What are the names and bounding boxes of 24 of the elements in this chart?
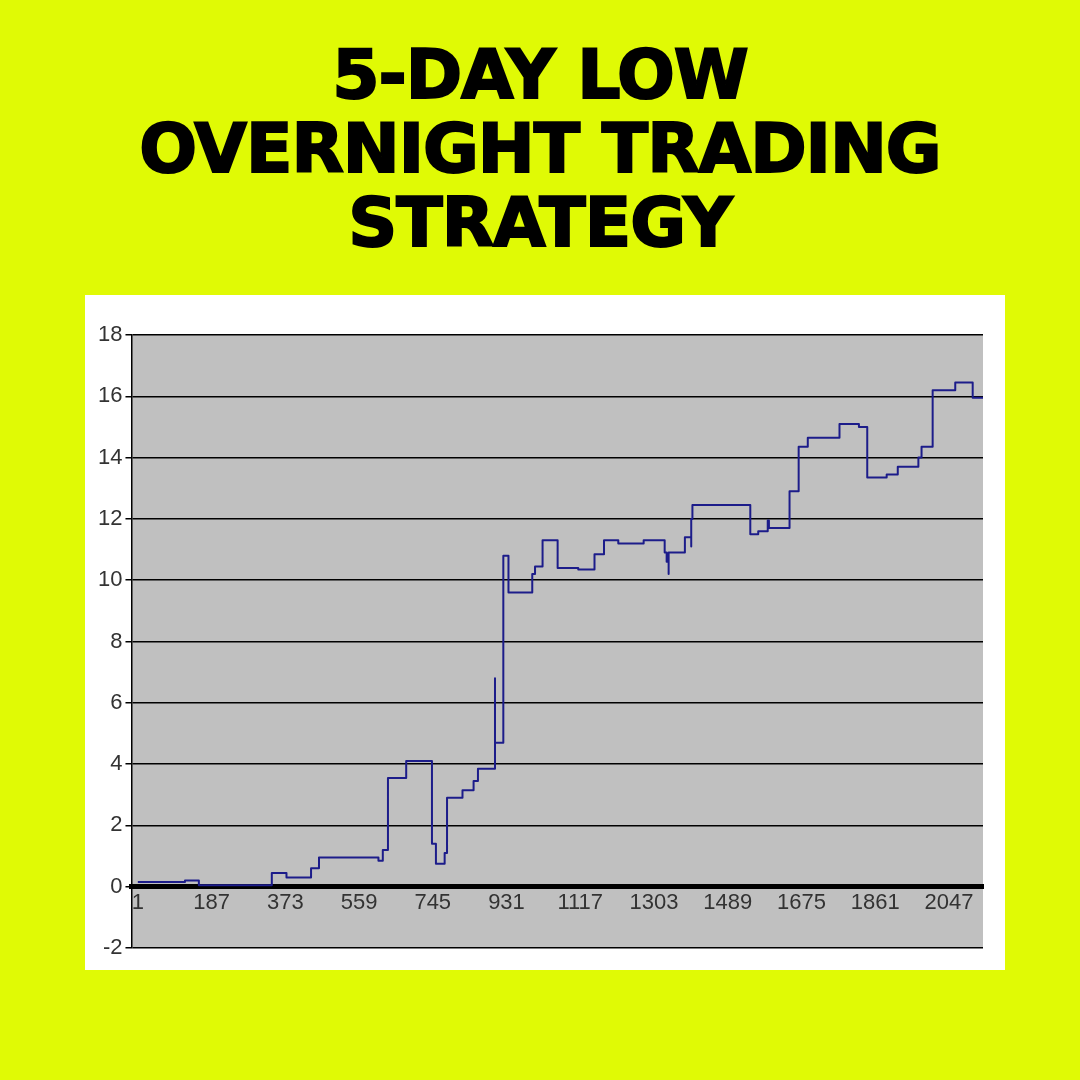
y-tick-label: 12 [97, 504, 123, 530]
x-tick-label: 931 [488, 888, 525, 914]
x-tick-label: 1 [131, 888, 144, 914]
y-tick-label: 14 [97, 443, 123, 469]
x-tick-label: 559 [340, 888, 378, 914]
x-tick-label: 373 [266, 888, 304, 914]
y-tick-label: 6 [110, 688, 123, 714]
x-tick-label: 745 [414, 888, 452, 914]
x-tick-label: 1303 [629, 888, 679, 914]
x-tick-label: 1489 [703, 888, 753, 914]
y-tick-label: -2 [102, 934, 123, 960]
x-tick-label: 2047 [924, 888, 974, 914]
x-tick-label: 1675 [776, 888, 826, 914]
chart-title: 5-DAY LOW OVERNIGHT TRADING STRATEGY [138, 35, 942, 262]
y-tick-label: 16 [97, 382, 123, 408]
x-tick-label: 187 [193, 888, 230, 914]
y-tick-label: 0 [110, 872, 123, 898]
y-tick-label: 4 [110, 750, 123, 776]
x-tick-label: 1861 [850, 888, 900, 914]
y-tick-label: 8 [110, 627, 123, 653]
y-tick-label: 2 [110, 811, 123, 837]
y-tick-label: 10 [97, 566, 123, 592]
y-tick-label: 18 [97, 321, 123, 347]
x-tick-label: 1117 [557, 888, 604, 914]
